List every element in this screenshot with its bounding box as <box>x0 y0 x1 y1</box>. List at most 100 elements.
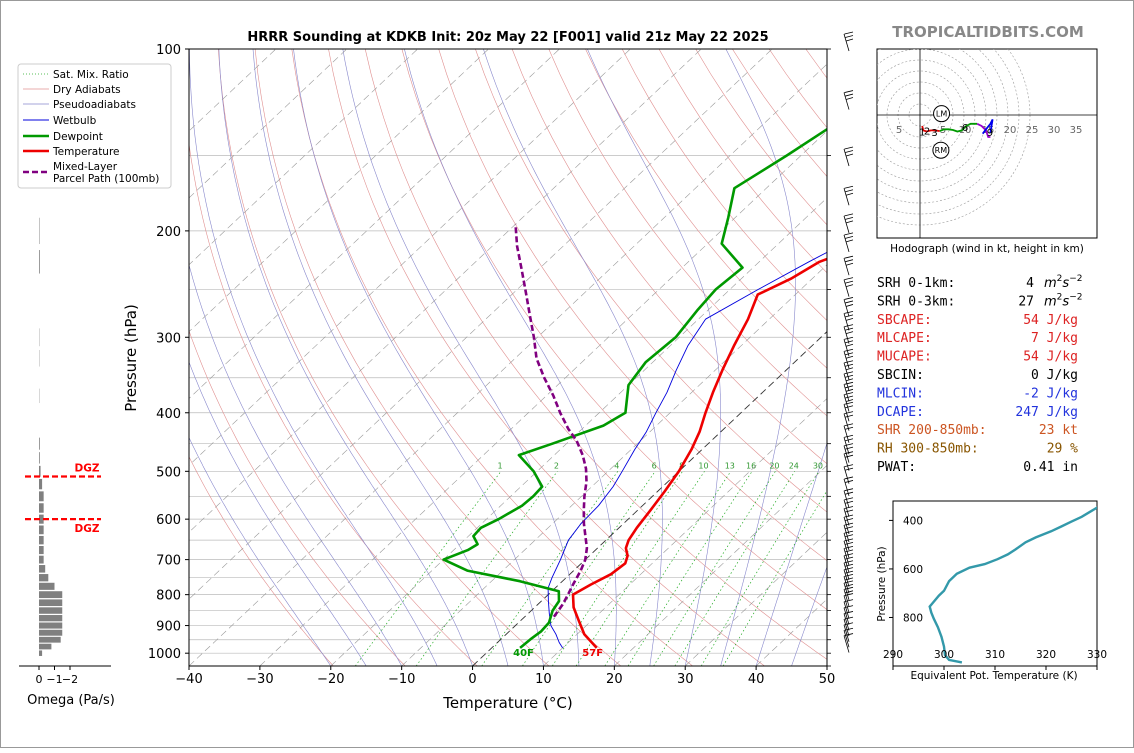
hodo-height-label: 6 <box>962 123 968 134</box>
theta-y-tick-label: 400 <box>903 515 923 527</box>
dry-adiabat <box>145 49 405 666</box>
omega-bar <box>39 615 62 621</box>
barb-flag <box>846 368 853 370</box>
barb-flag <box>845 214 854 216</box>
index-value: 4 <box>1026 276 1034 291</box>
storm-motion-label: RM <box>935 146 948 155</box>
theta-x-tick-label: 330 <box>1087 649 1107 661</box>
omega-bar <box>39 574 48 581</box>
hodo-height-label: 9 <box>987 128 993 139</box>
brand-label: TROPICALTIDBITS.COM <box>892 23 1084 41</box>
barb-flag <box>845 256 854 258</box>
index-label: MLCAPE: <box>877 331 932 346</box>
barb-flag <box>846 193 853 195</box>
moist-adiabat <box>587 49 720 666</box>
barb-flag <box>845 527 853 529</box>
mixing-ratio-line <box>482 471 618 666</box>
y-tick-label: 200 <box>156 225 181 240</box>
mixing-ratio-line <box>654 471 776 666</box>
barb-flag <box>845 518 853 520</box>
barb-flag <box>845 190 853 192</box>
x-tick-label: −40 <box>175 672 202 687</box>
index-label: SBCIN: <box>877 368 924 383</box>
barb-flag <box>846 332 853 334</box>
legend-label: Dry Adiabats <box>53 84 121 96</box>
omega-bar <box>39 536 44 544</box>
omega-tick-label: 0 <box>36 673 43 686</box>
legend-label: Sat. Mix. Ratio <box>53 69 129 81</box>
index-unit: m2s−2 <box>1044 292 1082 309</box>
dgz-label: DGZ <box>75 523 100 535</box>
y-axis-label: Pressure (hPa) <box>122 304 140 412</box>
barb-flag <box>845 361 854 363</box>
barb-flag <box>845 353 853 355</box>
barb-flag <box>845 349 854 351</box>
index-unit: m2s−2 <box>1044 274 1082 291</box>
theta-e-xlabel: Equivalent Pot. Temperature (K) <box>910 670 1077 682</box>
barb-flag <box>846 399 853 401</box>
surface-dewpoint-label: 40F <box>513 648 534 659</box>
unit-exp: −2 <box>1069 274 1082 284</box>
x-tick-label: −30 <box>246 672 273 687</box>
hodo-ring-label: 5 <box>896 125 902 136</box>
hodo-ring-label: 30 <box>1048 125 1061 136</box>
index-value: 29 % <box>1047 442 1078 457</box>
y-tick-label: 500 <box>156 465 181 480</box>
x-tick-label: 20 <box>606 672 623 687</box>
x-tick-label: 50 <box>819 672 836 687</box>
omega-bar <box>39 650 42 656</box>
index-value: 54 J/kg <box>1023 350 1078 365</box>
index-value: 23 kt <box>1039 423 1078 438</box>
barb-flag <box>845 501 853 503</box>
omega-bar <box>39 644 51 650</box>
omega-bar <box>39 622 62 628</box>
index-value: 0.41 in <box>1023 460 1078 475</box>
omega-bar <box>39 637 61 643</box>
mixing-ratio-label: 20 <box>769 461 779 470</box>
barb-flag <box>845 217 853 219</box>
barb-flag <box>845 91 854 93</box>
moist-adiabat <box>343 49 579 666</box>
barb-flag <box>845 406 853 408</box>
mixing-ratio-label: 10 <box>698 461 708 470</box>
y-tick-label: 700 <box>156 554 181 569</box>
theta-x-tick-label: 300 <box>934 649 954 661</box>
legend-label: Wetbulb <box>53 115 97 127</box>
unit-base: m <box>1044 294 1057 309</box>
hodo-height-label: 3 <box>931 128 937 139</box>
storm-motion-label: LM <box>936 110 947 119</box>
omega-tick-label: −1 <box>46 673 62 686</box>
mixing-ratio-label: 4 <box>614 461 619 470</box>
barb-flag <box>846 389 853 391</box>
barb-flag <box>845 427 853 429</box>
theta-y-tick-label: 600 <box>903 564 923 576</box>
barb-flag <box>845 439 853 441</box>
barb-flag <box>845 412 854 414</box>
mixing-ratio-line <box>416 471 557 666</box>
mixing-ratio-label: 30 <box>813 461 823 470</box>
barb-flag <box>846 98 853 100</box>
omega-bar <box>39 438 40 450</box>
mixing-ratio-line <box>355 471 501 666</box>
barb-flag <box>845 278 854 280</box>
barb-flag <box>845 233 854 235</box>
index-label: MLCIN: <box>877 386 924 401</box>
omega-bar <box>39 452 40 463</box>
y-tick-label: 300 <box>156 331 181 346</box>
barb-flag <box>845 301 853 303</box>
x-tick-label: 30 <box>677 672 694 687</box>
omega-bar <box>39 630 62 636</box>
mixing-ratio-line <box>723 471 839 666</box>
skewt-frame <box>189 49 827 666</box>
omega-bar <box>39 556 44 564</box>
x-tick-label: −10 <box>388 672 415 687</box>
mixing-ratio-line <box>701 471 819 666</box>
index-value: 247 J/kg <box>1015 405 1078 420</box>
hodograph-frame <box>877 49 1097 238</box>
barb-flag <box>846 356 853 358</box>
omega-bar <box>39 607 62 613</box>
index-value: 0 J/kg <box>1031 368 1078 383</box>
